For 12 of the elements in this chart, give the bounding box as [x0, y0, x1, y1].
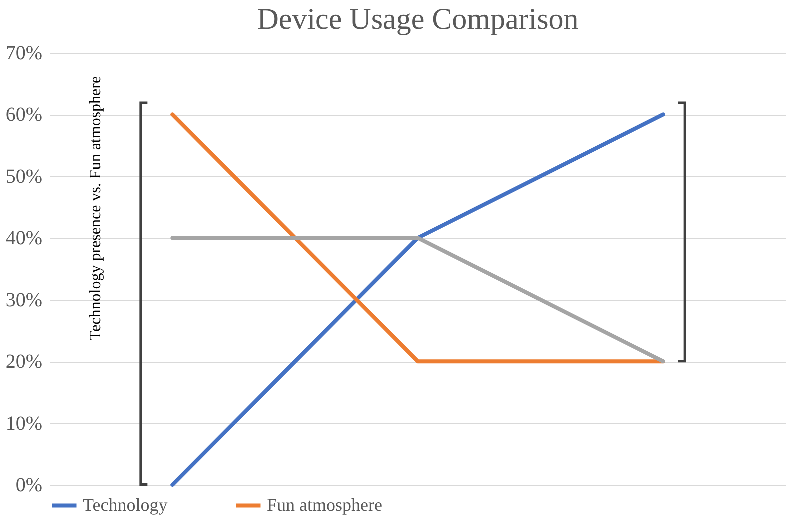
y-axis-title: Technology presence vs. Fun atmosphere — [88, 76, 104, 341]
y-tick-label: 30% — [6, 289, 42, 312]
y-tick-label: 60% — [6, 104, 42, 126]
legend-label: Technology — [83, 494, 168, 515]
legend-label: Fun atmosphere — [267, 494, 382, 515]
y-tick-label: 40% — [6, 228, 42, 250]
y-tick-label: 20% — [6, 351, 42, 374]
y-tick-label: 70% — [6, 42, 42, 64]
y-tick-label: 10% — [6, 412, 42, 435]
y-tick-label: 0% — [16, 474, 42, 496]
y-tick-label: 50% — [6, 166, 42, 188]
chart-title: Device Usage Comparison — [257, 3, 579, 36]
